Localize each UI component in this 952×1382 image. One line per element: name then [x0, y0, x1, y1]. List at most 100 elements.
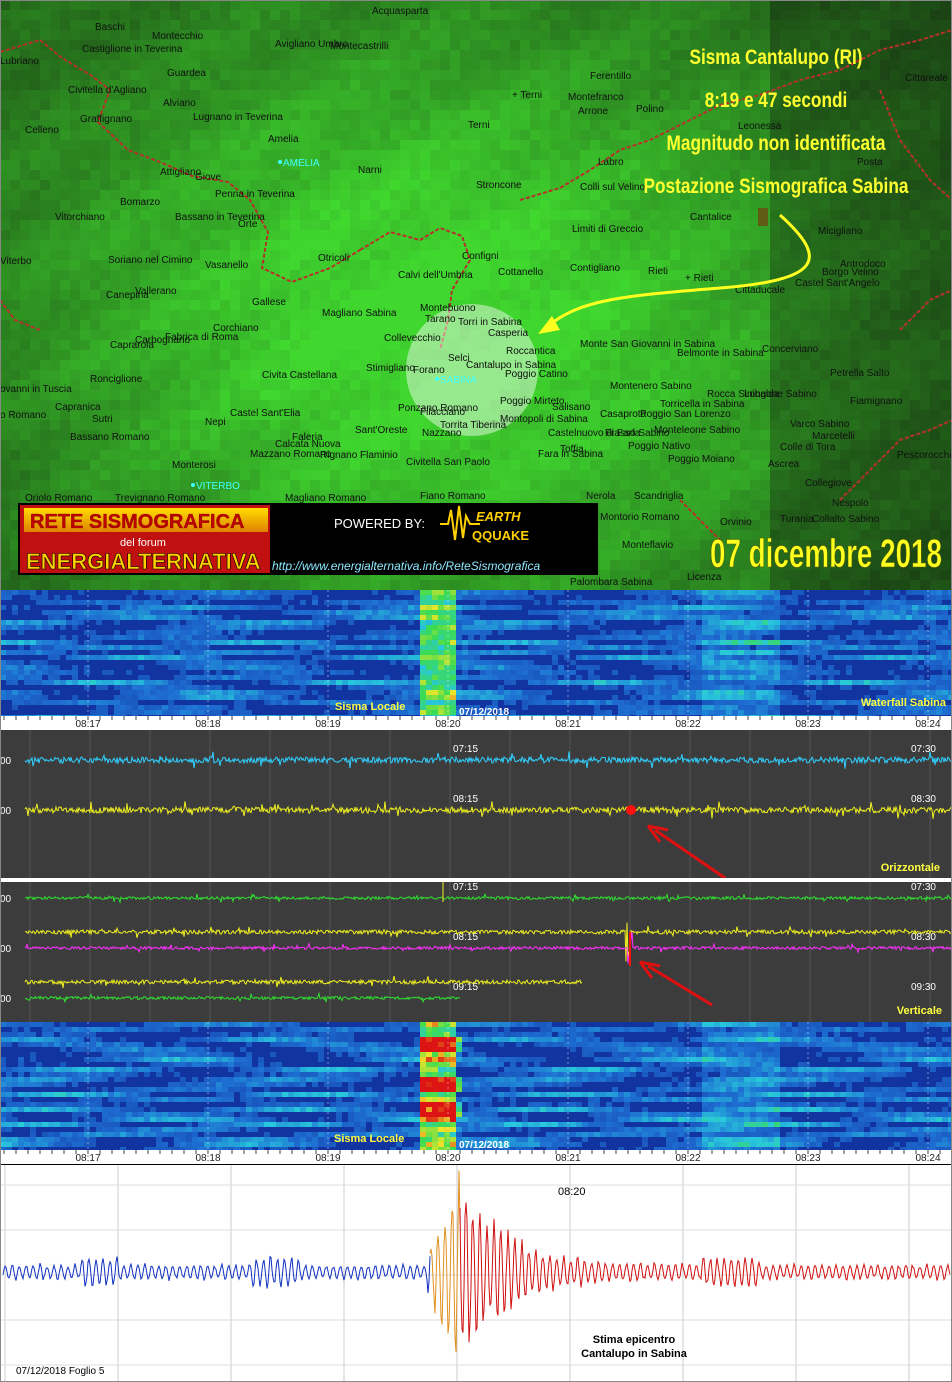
terrain-cell [720, 450, 730, 460]
terrain-cell [70, 100, 80, 110]
terrain-cell [320, 360, 330, 370]
terrain-cell [620, 150, 630, 160]
terrain-cell [840, 170, 850, 180]
terrain-cell [740, 10, 750, 20]
terrain-cell [860, 310, 870, 320]
terrain-cell [590, 150, 600, 160]
terrain-cell [930, 440, 940, 450]
terrain-cell [230, 440, 240, 450]
terrain-cell [670, 430, 680, 440]
terrain-cell [450, 370, 460, 380]
terrain-cell [510, 40, 520, 50]
terrain-cell [110, 220, 120, 230]
terrain-cell [880, 380, 890, 390]
terrain-cell [570, 90, 580, 100]
terrain-cell [200, 360, 210, 370]
terrain-cell [560, 400, 570, 410]
terrain-cell [480, 290, 490, 300]
terrain-cell [600, 250, 610, 260]
terrain-cell [720, 360, 730, 370]
terrain-cell [140, 80, 150, 90]
terrain-cell [660, 20, 670, 30]
terrain-cell [870, 480, 880, 490]
terrain-cell [750, 290, 760, 300]
terrain-cell [430, 290, 440, 300]
terrain-cell [190, 310, 200, 320]
terrain-cell [290, 290, 300, 300]
terrain-cell [610, 440, 620, 450]
terrain-cell [900, 50, 910, 60]
terrain-cell [40, 330, 50, 340]
terrain-cell [90, 150, 100, 160]
terrain-cell [40, 200, 50, 210]
terrain-cell [80, 190, 90, 200]
terrain-cell [700, 380, 710, 390]
terrain-cell [400, 30, 410, 40]
terrain-cell [520, 420, 530, 430]
terrain-cell [290, 350, 300, 360]
terrain-cell [540, 400, 550, 410]
terrain-cell [440, 280, 450, 290]
terrain-cell [360, 180, 370, 190]
terrain-cell [570, 310, 580, 320]
terrain-cell [700, 230, 710, 240]
terrain-cell [930, 120, 940, 130]
terrain-cell [740, 170, 750, 180]
terrain-cell [490, 130, 500, 140]
terrain-cell [290, 360, 300, 370]
terrain-cell [920, 10, 930, 20]
terrain-cell [510, 210, 520, 220]
terrain-cell [590, 290, 600, 300]
terrain-cell [190, 90, 200, 100]
terrain-cell [890, 390, 900, 400]
terrain-cell [710, 340, 720, 350]
terrain-cell [220, 310, 230, 320]
terrain-cell [590, 460, 600, 470]
terrain-cell [510, 10, 520, 20]
terrain-cell [460, 90, 470, 100]
terrain-cell [370, 70, 380, 80]
terrain-cell [450, 160, 460, 170]
terrain-cell [10, 370, 20, 380]
terrain-cell [350, 400, 360, 410]
terrain-cell [730, 110, 740, 120]
terrain-cell [580, 400, 590, 410]
terrain-cell [610, 450, 620, 460]
terrain-cell [40, 310, 50, 320]
terrain-cell [520, 250, 530, 260]
terrain-cell [820, 10, 830, 20]
terrain-cell [560, 20, 570, 30]
terrain-cell [770, 230, 780, 240]
terrain-cell [40, 90, 50, 100]
terrain-cell [690, 140, 700, 150]
terrain-cell [610, 250, 620, 260]
terrain-cell [50, 400, 60, 410]
terrain-cell [490, 400, 500, 410]
terrain-cell [720, 180, 730, 190]
terrain-cell [710, 490, 720, 500]
terrain-cell [670, 110, 680, 120]
terrain-cell [880, 120, 890, 130]
terrain-cell [520, 50, 530, 60]
terrain-cell [0, 360, 10, 370]
terrain-cell [690, 300, 700, 310]
terrain-cell [790, 210, 800, 220]
terrain-cell [220, 320, 230, 330]
terrain-cell [780, 510, 790, 520]
terrain-cell [720, 170, 730, 180]
terrain-cell [200, 390, 210, 400]
terrain-cell [290, 110, 300, 120]
terrain-cell [730, 150, 740, 160]
terrain-cell [20, 210, 30, 220]
terrain-cell [330, 280, 340, 290]
terrain-cell [470, 410, 480, 420]
terrain-cell [860, 390, 870, 400]
terrain-cell [420, 460, 430, 470]
terrain-cell [70, 440, 80, 450]
terrain-cell [520, 490, 530, 500]
terrain-cell [370, 30, 380, 40]
terrain-cell [340, 260, 350, 270]
terrain-cell [820, 310, 830, 320]
terrain-cell [770, 400, 780, 410]
terrain-cell [50, 150, 60, 160]
